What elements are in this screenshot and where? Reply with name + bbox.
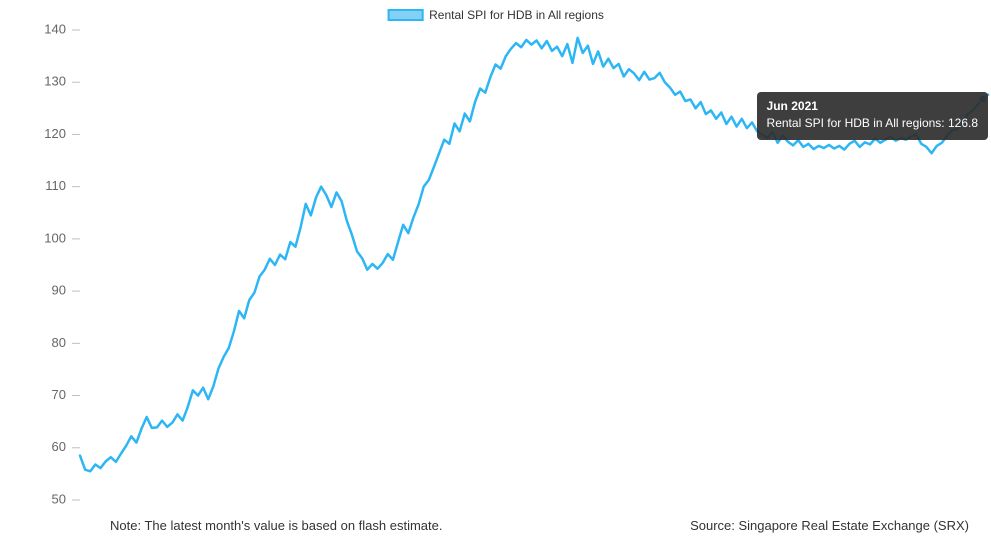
rental-spi-chart: Rental SPI for HDB in All regions 506070… [0,0,991,552]
tooltip-series-label: Rental SPI for HDB in All regions: [767,116,945,130]
svg-text:100: 100 [44,230,66,245]
tooltip-series-value: 126.8 [948,116,978,130]
svg-text:60: 60 [52,439,66,454]
svg-text:120: 120 [44,126,66,141]
svg-text:130: 130 [44,74,66,89]
chart-tooltip: Jun 2021 Rental SPI for HDB in All regio… [757,92,988,140]
tooltip-series-line: Rental SPI for HDB in All regions: 126.8 [767,115,978,132]
footer-note: Note: The latest month's value is based … [110,518,442,533]
footer-source: Source: Singapore Real Estate Exchange (… [690,518,969,533]
svg-text:80: 80 [52,335,66,350]
svg-text:50: 50 [52,491,66,506]
svg-text:140: 140 [44,21,66,36]
svg-text:110: 110 [45,178,66,193]
svg-text:90: 90 [52,283,66,298]
svg-text:70: 70 [52,387,66,402]
tooltip-title: Jun 2021 [767,98,978,115]
chart-svg: 50 60 70 80 90 100 110 120 130 140 [0,0,991,552]
